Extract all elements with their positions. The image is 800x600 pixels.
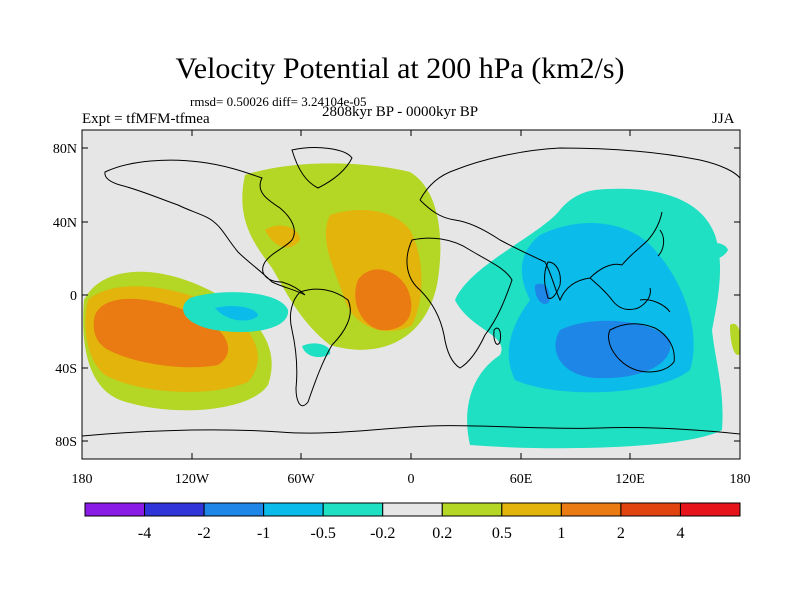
coastline-madagascar (493, 327, 501, 345)
colorbar-swatch (322, 502, 384, 517)
lon-tick-label: 60W (287, 472, 315, 487)
colorbar-swatch (84, 502, 146, 517)
contour-fields (83, 163, 740, 449)
colorbar-label: -4 (138, 525, 151, 542)
colorbar-label: -1 (257, 525, 270, 542)
lat-tick-label: 0 (70, 289, 77, 304)
colorbar-swatch (144, 502, 205, 517)
contour-atlantic-high (355, 269, 412, 331)
lon-tick-label: 120E (615, 472, 645, 487)
coastline-india (544, 261, 561, 299)
lon-tick-label: 180 (730, 472, 751, 487)
colorbar-swatch (560, 502, 622, 517)
colorbar-swatch (203, 502, 265, 517)
plot-title: Velocity Potential at 200 hPa (km2/s) (175, 52, 625, 85)
coastline-south-america (289, 288, 351, 407)
colorbar-swatch (263, 502, 324, 517)
colorbar-label: -0.2 (370, 525, 395, 542)
colorbar-label: 2 (617, 525, 625, 542)
coastline-greenland (291, 147, 353, 189)
coastline-africa (406, 237, 513, 369)
contour-westpacific-neg (680, 242, 728, 262)
season-label: JJA (712, 111, 735, 127)
contour-eastpacific-edge (730, 323, 740, 355)
colorbar: -4 -2 -1 -0.5 -0.2 0.2 0.5 1 2 4 (84, 502, 741, 542)
coastline-antarctica (82, 425, 740, 437)
coastline-north-america (104, 159, 306, 296)
axes: 80N 40N 0 40S 80S 180 120W 60W 0 60E 120E 180 (53, 130, 751, 487)
lon-tick-label: 0 (408, 472, 415, 487)
coastlines (82, 147, 740, 437)
colorbar-label: 0.2 (432, 525, 452, 542)
colorbar-label: 0.5 (492, 525, 512, 542)
period-label: 2808kyr BP - 0000kyr BP (322, 104, 479, 120)
lat-tick-label: 40S (55, 362, 77, 377)
lat-tick-label: 80S (55, 435, 77, 450)
contour-samerica-neg (302, 343, 331, 358)
contour-indian-core1 (555, 320, 671, 379)
coastline-new-guinea (639, 299, 671, 313)
lon-tick-label: 60E (510, 472, 533, 487)
colorbar-label: 4 (676, 525, 684, 542)
lon-tick-label: 120W (175, 472, 210, 487)
coastline-europe-asia (419, 147, 740, 302)
lon-tick-label: 180 (72, 472, 93, 487)
experiment-label: Expt = tfMFM-tfmea (82, 111, 210, 127)
contour-eastpacific-neg2 (215, 305, 258, 321)
colorbar-label: -0.5 (311, 525, 336, 542)
colorbar-swatch (382, 502, 443, 517)
stats-line: rmsd= 0.50026 diff= 3.24104e-05 (190, 94, 367, 109)
colorbar-swatch (620, 502, 681, 517)
lat-tick-label: 40N (53, 216, 77, 231)
colorbar-swatch (441, 502, 503, 517)
colorbar-label: 1 (557, 525, 565, 542)
colorbar-swatch (679, 502, 741, 517)
coastline-japan (657, 229, 665, 257)
contour-atlantic-mid-west (265, 225, 300, 248)
lat-tick-label: 80N (53, 142, 77, 157)
colorbar-label: -2 (197, 525, 210, 542)
coastline-australia (608, 323, 675, 373)
colorbar-swatch (501, 502, 562, 517)
